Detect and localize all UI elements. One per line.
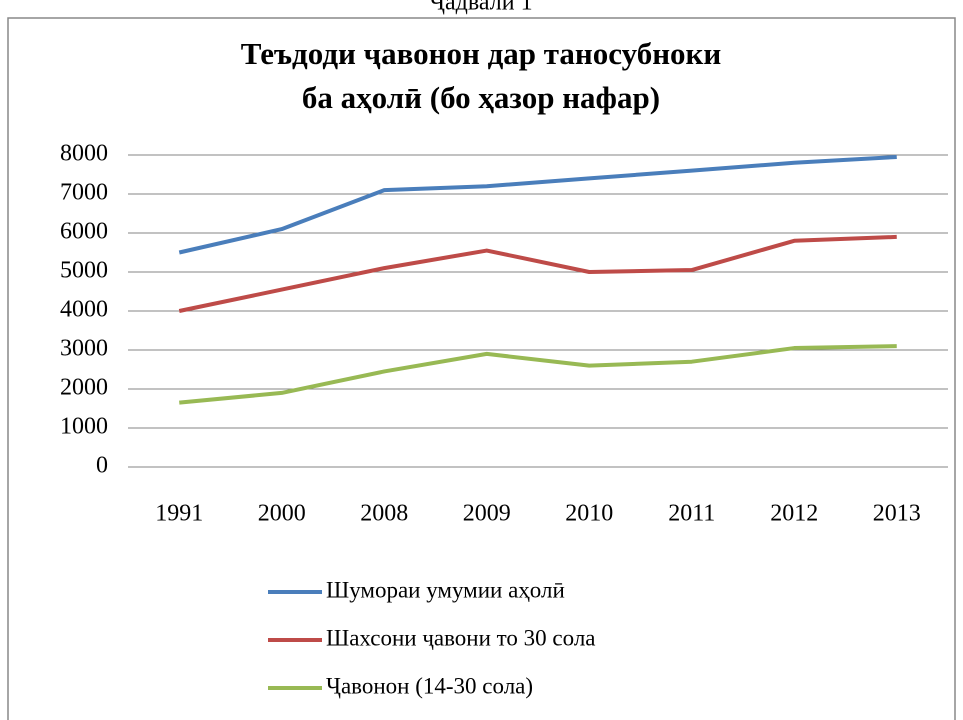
y-tick-label: 7000 bbox=[60, 180, 108, 206]
x-tick-label: 2010 bbox=[565, 501, 613, 527]
x-tick-label: 2000 bbox=[258, 501, 306, 527]
legend-label: Ҷавонон (14-30 сола) bbox=[326, 673, 533, 698]
y-tick-label: 8000 bbox=[60, 141, 108, 167]
chart-title: Теъдоди ҷавонон дар таносубноки bbox=[241, 36, 722, 71]
caption: Ҷадвали 1 bbox=[429, 0, 532, 16]
y-tick-label: 5000 bbox=[60, 258, 108, 284]
chart-frame bbox=[7, 17, 956, 720]
y-tick-label: 4000 bbox=[60, 297, 108, 323]
y-tick-label: 6000 bbox=[60, 219, 108, 245]
x-tick-label: 2013 bbox=[873, 501, 921, 527]
x-tick-label: 2008 bbox=[360, 501, 408, 527]
y-tick-label: 2000 bbox=[60, 375, 108, 401]
x-tick-label: 1991 bbox=[155, 501, 203, 527]
data-line bbox=[178, 234, 897, 313]
x-tick-label: 2011 bbox=[668, 501, 715, 527]
data-line bbox=[178, 154, 897, 255]
y-tick-label: 3000 bbox=[60, 336, 108, 362]
chart-title: ба аҳолӣ (бо ҳазор нафар) bbox=[302, 80, 660, 115]
legend-label: Шахсони ҷавони то 30 сола bbox=[326, 625, 596, 650]
x-tick-label: 2012 bbox=[770, 501, 818, 527]
data-line bbox=[179, 344, 897, 405]
y-tick-label: 0 bbox=[96, 453, 108, 479]
y-tick-label: 1000 bbox=[60, 414, 108, 440]
legend-label: Шумораи умумии аҳолӣ bbox=[326, 577, 565, 602]
x-tick-label: 2009 bbox=[463, 501, 511, 527]
